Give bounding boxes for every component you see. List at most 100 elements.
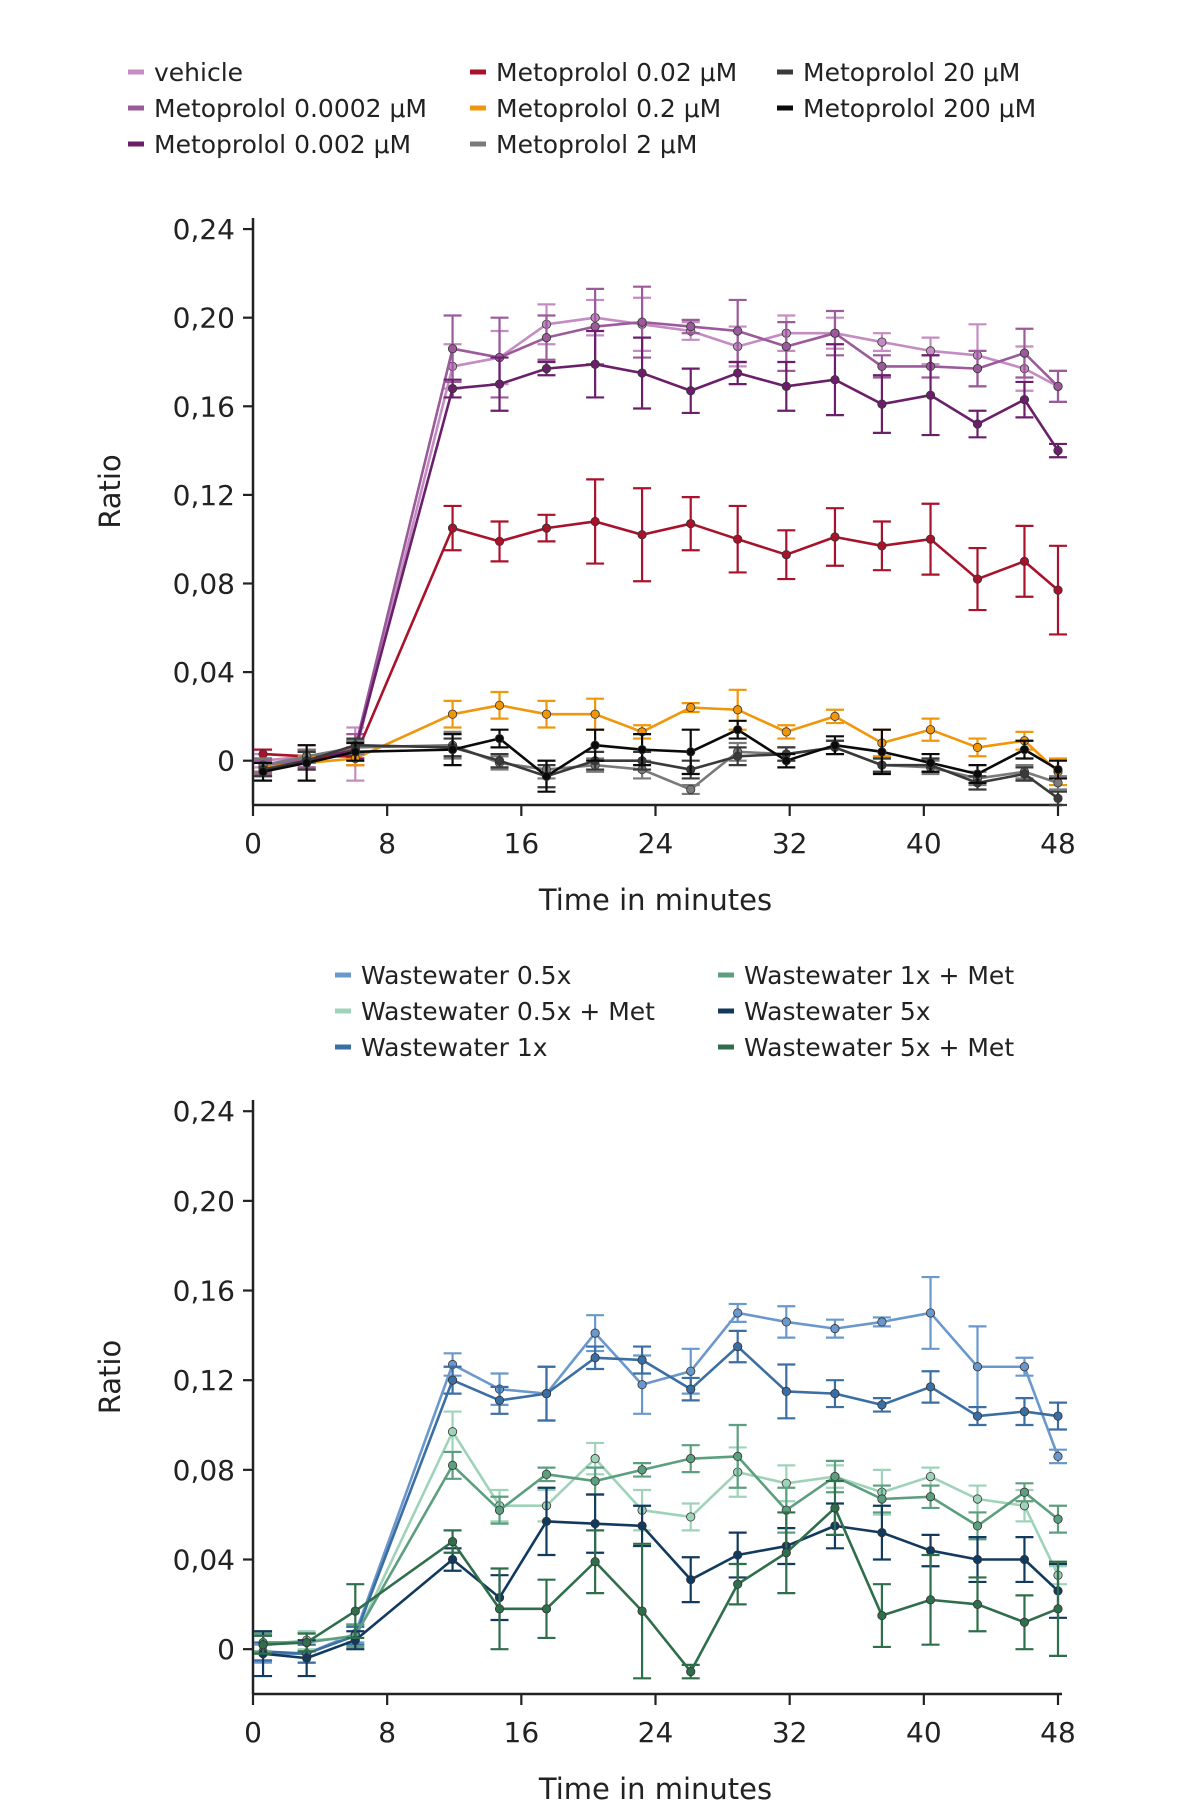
data-point: [590, 1519, 600, 1529]
data-point: [258, 1640, 268, 1650]
data-point: [972, 769, 983, 779]
y-tick-label: 0,20: [173, 1185, 235, 1218]
data-point: [1019, 348, 1030, 358]
x-axis-title: Time in minutes: [538, 1772, 772, 1806]
data-point: [925, 1382, 936, 1392]
data-point: [877, 1494, 887, 1504]
data-point: [733, 1308, 743, 1318]
series-path: [262, 362, 1060, 771]
data-point: [972, 1554, 983, 1565]
x-tick-label: 48: [1040, 827, 1076, 860]
data-point: [925, 1545, 936, 1556]
data-point: [590, 1454, 600, 1464]
y-tick-label: 0,04: [173, 656, 235, 689]
legend-top: vehicle Metoprolol 0.0002 μM Metoprolol 0.…: [128, 58, 1036, 159]
legend-label: Metoprolol 2 μM: [496, 130, 697, 159]
data-point: [447, 745, 458, 755]
data-point: [925, 1471, 936, 1482]
data-point: [972, 742, 983, 753]
x-tick-label: 16: [504, 1716, 540, 1749]
series-path: [262, 1345, 1059, 1655]
x-tick-label: 40: [906, 1716, 942, 1749]
data-point: [1019, 395, 1030, 405]
data-point: [877, 747, 887, 757]
x-tick-label: 8: [378, 827, 396, 860]
data-point: [302, 1653, 312, 1663]
data-point: [686, 1384, 696, 1394]
legend-item: Wastewater 0.5x + Met: [335, 997, 655, 1026]
data-point: [925, 1595, 936, 1605]
series-path: [263, 1311, 1060, 1655]
data-point: [781, 341, 791, 352]
data-point: [350, 1606, 360, 1616]
data-point: [541, 333, 552, 343]
data-point: [877, 1317, 887, 1327]
data-point: [877, 1610, 887, 1621]
data-point: [686, 1454, 696, 1464]
data-point: [686, 747, 696, 757]
series-line: [254, 478, 1067, 767]
data-point: [494, 379, 505, 389]
data-point: [1019, 556, 1030, 566]
data-point: [494, 733, 505, 744]
series-line: [254, 719, 1067, 793]
x-tick-label: 48: [1040, 1716, 1076, 1749]
data-point: [733, 534, 743, 544]
data-point: [1019, 1362, 1030, 1372]
legend-item: Metoprolol 0.0002 μM: [128, 94, 427, 123]
data-point: [590, 516, 600, 527]
y-axis-title: Ratio: [93, 454, 127, 528]
legend-item: Metoprolol 20 μM: [777, 58, 1020, 87]
data-point: [637, 1521, 647, 1531]
data-point: [637, 1606, 647, 1616]
data-point: [781, 1548, 791, 1558]
legend-label: Metoprolol 200 μM: [803, 94, 1036, 123]
data-point: [541, 523, 552, 533]
y-tick-label: 0,24: [173, 1095, 235, 1128]
data-point: [925, 1308, 936, 1318]
data-point: [1053, 381, 1063, 391]
legend-label: Metoprolol 0.02 μM: [496, 58, 737, 87]
data-point: [972, 1599, 983, 1609]
legend-item: Metoprolol 2 μM: [470, 130, 697, 159]
legend-item: vehicle: [128, 58, 243, 87]
data-point: [447, 1375, 458, 1385]
data-point: [733, 1550, 743, 1560]
legend-bottom: Wastewater 0.5x Wastewater 0.5x + Met Wast…: [335, 961, 1014, 1062]
data-point: [1053, 585, 1063, 595]
data-point: [1053, 1411, 1063, 1421]
data-point: [1053, 1451, 1063, 1462]
data-point: [1053, 1514, 1063, 1524]
data-point: [830, 1503, 840, 1513]
y-tick-label: 0,12: [173, 479, 235, 512]
data-point: [686, 321, 696, 332]
data-point: [686, 784, 696, 795]
legend-label: Wastewater 5x + Met: [744, 1033, 1014, 1062]
data-point: [302, 758, 312, 768]
data-point: [1019, 1617, 1030, 1627]
data-point: [733, 1451, 743, 1462]
data-point: [541, 709, 552, 719]
data-point: [590, 740, 600, 750]
series-line: [254, 1275, 1067, 1664]
data-point: [590, 1476, 600, 1486]
data-point: [494, 536, 505, 547]
data-point: [590, 359, 600, 369]
data-point: [590, 1328, 600, 1338]
data-point: [494, 1604, 505, 1614]
legend-label: Metoprolol 0.002 μM: [154, 130, 411, 159]
y-tick-label: 0,24: [173, 213, 235, 246]
data-point: [830, 532, 840, 542]
data-point: [830, 375, 840, 385]
data-point: [637, 1380, 647, 1390]
legend-item: Metoprolol 0.02 μM: [470, 58, 737, 87]
data-point: [781, 1317, 791, 1327]
data-point: [637, 530, 647, 540]
legend-label: Metoprolol 0.2 μM: [496, 94, 721, 123]
data-point: [590, 1557, 600, 1567]
x-tick-label: 32: [772, 827, 808, 860]
data-point: [494, 756, 505, 766]
data-point: [686, 386, 696, 396]
data-point: [972, 1521, 983, 1531]
